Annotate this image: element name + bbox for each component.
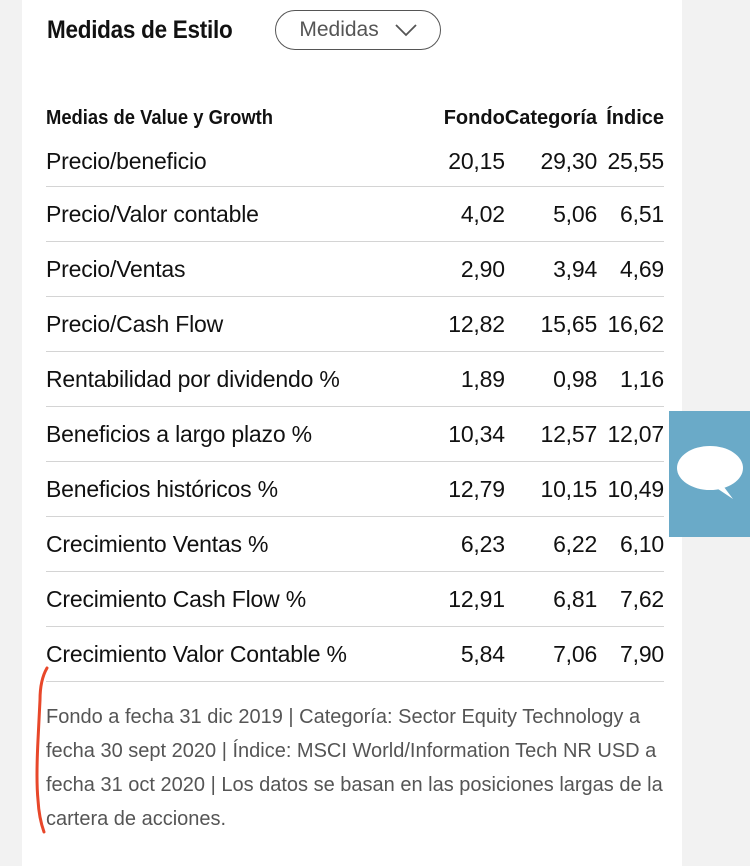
- cell-categoria: 5,06: [504, 186, 597, 242]
- cell-fondo: 1,89: [427, 351, 505, 407]
- cell-categoria: 3,94: [504, 241, 597, 297]
- table-row: Crecimiento Cash Flow % 12,91 6,81 7,62: [46, 571, 664, 627]
- column-header-indice: Índice: [606, 106, 664, 129]
- row-label: Rentabilidad por dividendo %: [46, 351, 428, 407]
- row-label: Precio/beneficio: [46, 147, 207, 174]
- row-label: Precio/Valor contable: [46, 186, 428, 242]
- cell-indice: 7,90: [597, 626, 664, 682]
- table-row: Crecimiento Valor Contable % 5,84 7,06 7,90: [46, 626, 664, 682]
- cell-fondo: 12,79: [427, 461, 505, 517]
- table-row: Precio/Ventas 2,90 3,94 4,69: [46, 241, 664, 297]
- cell-indice: 1,16: [597, 351, 664, 407]
- cell-fondo: 5,84: [427, 626, 505, 682]
- cell-categoria: 12,57: [504, 406, 597, 462]
- dropdown-selected-value: Medidas: [299, 18, 379, 41]
- footnote: Fondo a fecha 31 dic 2019 | Categoría: S…: [46, 706, 663, 830]
- cell-indice: 16,62: [597, 296, 664, 352]
- table-row: Precio/Valor contable 4,02 5,06 6,51: [46, 186, 664, 242]
- cell-indice: 6,10: [597, 516, 664, 572]
- cell-fondo: 10,34: [427, 406, 505, 462]
- table-row: Beneficios a largo plazo % 10,34 12,57 12,0…: [46, 406, 664, 462]
- cell-indice: 12,07: [597, 406, 664, 462]
- cell-categoria: 29,30: [540, 147, 598, 174]
- table-row: Rentabilidad por dividendo % 1,89 0,98 1,16: [46, 351, 664, 407]
- cell-fondo: 12,91: [427, 571, 505, 627]
- section-title: Medidas de Estilo: [47, 15, 233, 44]
- cell-categoria: 7,06: [504, 626, 597, 682]
- row-label: Crecimiento Valor Contable %: [46, 626, 428, 682]
- column-header-label: Medias de Value y Growth: [46, 106, 274, 129]
- section-header: Medidas de Estilo Medidas: [47, 10, 442, 50]
- row-label: Precio/Ventas: [46, 241, 428, 297]
- table-row: Precio/Cash Flow 12,82 15,65 16,62: [46, 296, 664, 352]
- table-row: Beneficios históricos % 12,79 10,15 10,49: [46, 461, 664, 517]
- table-row: Crecimiento Ventas % 6,23 6,22 6,10: [46, 516, 664, 572]
- table-row: Precio/beneficio 20,15 29,30 25,55: [46, 136, 664, 187]
- column-header-fondo: Fondo: [443, 106, 505, 129]
- cell-indice: 25,55: [607, 147, 664, 174]
- column-header-categoria: Categoría: [504, 106, 598, 129]
- row-label: Crecimiento Ventas %: [46, 516, 428, 572]
- chat-bubble-icon: [675, 443, 745, 506]
- cell-indice: 6,51: [597, 186, 664, 242]
- cell-fondo: 12,82: [427, 296, 505, 352]
- cell-fondo: 6,23: [427, 516, 505, 572]
- cell-categoria: 15,65: [504, 296, 597, 352]
- row-label: Beneficios a largo plazo %: [46, 406, 428, 462]
- style-measures-card: Medidas de Estilo Medidas Medias de Valu…: [22, 0, 682, 866]
- value-growth-table: Medias de Value y Growth Fondo Categoría…: [46, 100, 664, 682]
- cell-fondo: 2,90: [427, 241, 505, 297]
- row-label: Precio/Cash Flow: [46, 296, 428, 352]
- row-label: Crecimiento Cash Flow %: [46, 571, 428, 627]
- measures-dropdown[interactable]: Medidas: [275, 10, 442, 50]
- cell-indice: 10,49: [597, 461, 664, 517]
- table-header-row: Medias de Value y Growth Fondo Categoría…: [46, 100, 664, 136]
- cell-indice: 7,62: [597, 571, 664, 627]
- chevron-down-icon: [395, 23, 417, 37]
- cell-fondo: 4,02: [427, 186, 505, 242]
- cell-indice: 4,69: [597, 241, 664, 297]
- cell-categoria: 6,81: [504, 571, 597, 627]
- cell-categoria: 6,22: [504, 516, 597, 572]
- row-label: Beneficios históricos %: [46, 461, 428, 517]
- chat-widget-button[interactable]: [669, 411, 750, 537]
- cell-fondo: 20,15: [448, 147, 505, 174]
- cell-categoria: 10,15: [504, 461, 597, 517]
- cell-categoria: 0,98: [504, 351, 597, 407]
